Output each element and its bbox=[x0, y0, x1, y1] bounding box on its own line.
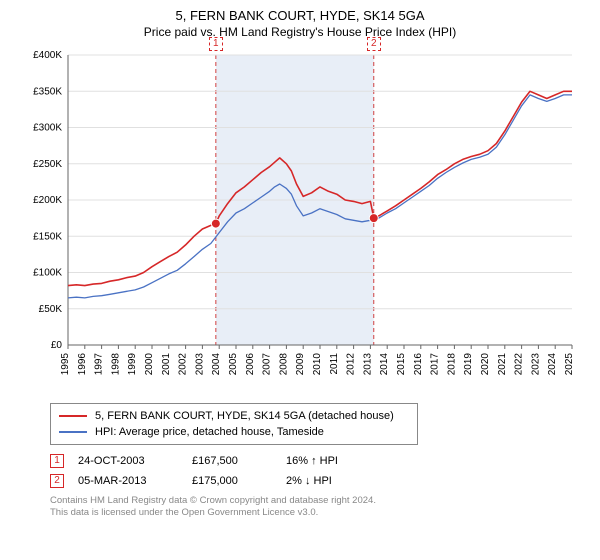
svg-text:2006: 2006 bbox=[245, 352, 256, 375]
page-container: 5, FERN BANK COURT, HYDE, SK14 5GA Price… bbox=[0, 0, 600, 560]
svg-text:£400K: £400K bbox=[33, 50, 62, 61]
svg-text:2021: 2021 bbox=[497, 352, 508, 375]
svg-text:2010: 2010 bbox=[312, 352, 323, 375]
sale-price: £167,500 bbox=[192, 455, 272, 467]
sale-price: £175,000 bbox=[192, 475, 272, 487]
svg-text:2023: 2023 bbox=[530, 352, 541, 375]
svg-text:2002: 2002 bbox=[178, 352, 189, 375]
svg-text:2017: 2017 bbox=[430, 352, 441, 375]
sale-date: 05-MAR-2013 bbox=[78, 475, 178, 487]
svg-text:£300K: £300K bbox=[33, 122, 62, 133]
chart-subtitle: Price paid vs. HM Land Registry's House … bbox=[10, 25, 590, 39]
footer-line-2: This data is licensed under the Open Gov… bbox=[50, 507, 580, 519]
svg-text:2013: 2013 bbox=[362, 352, 373, 375]
svg-text:2012: 2012 bbox=[346, 352, 357, 375]
svg-text:£100K: £100K bbox=[33, 267, 62, 278]
legend-label: 5, FERN BANK COURT, HYDE, SK14 5GA (deta… bbox=[95, 410, 394, 422]
sale-row-1: 1 24-OCT-2003 £167,500 16% ↑ HPI bbox=[50, 451, 580, 471]
sale-callout-2: 2 bbox=[367, 37, 381, 51]
legend-item-hpi: HPI: Average price, detached house, Tame… bbox=[59, 424, 409, 440]
svg-text:1999: 1999 bbox=[127, 352, 138, 375]
svg-text:2011: 2011 bbox=[329, 352, 340, 374]
svg-text:2004: 2004 bbox=[211, 352, 222, 375]
svg-text:2009: 2009 bbox=[295, 352, 306, 375]
svg-text:£350K: £350K bbox=[33, 86, 62, 97]
svg-text:2022: 2022 bbox=[514, 352, 525, 375]
sale-pct: 16% ↑ HPI bbox=[286, 455, 386, 467]
legend: 5, FERN BANK COURT, HYDE, SK14 5GA (deta… bbox=[50, 403, 418, 445]
svg-text:2016: 2016 bbox=[413, 352, 424, 375]
svg-text:2024: 2024 bbox=[547, 352, 558, 375]
svg-text:2007: 2007 bbox=[262, 352, 273, 375]
chart-area: £0 £50K £100K £150K £200K £250K £300K £350K £400… bbox=[20, 45, 580, 395]
svg-text:£150K: £150K bbox=[33, 231, 62, 242]
sale-marker-2: 2 bbox=[50, 474, 64, 488]
legend-label: HPI: Average price, detached house, Tame… bbox=[95, 426, 324, 438]
sale-pct: 2% ↓ HPI bbox=[286, 475, 386, 487]
svg-text:£0: £0 bbox=[51, 340, 63, 351]
chart-title: 5, FERN BANK COURT, HYDE, SK14 5GA bbox=[10, 8, 590, 25]
sale-date: 24-OCT-2003 bbox=[78, 455, 178, 467]
sale-row-2: 2 05-MAR-2013 £175,000 2% ↓ HPI bbox=[50, 471, 580, 491]
footer-line-1: Contains HM Land Registry data © Crown c… bbox=[50, 495, 580, 507]
svg-text:1997: 1997 bbox=[94, 352, 105, 375]
svg-text:2003: 2003 bbox=[194, 352, 205, 375]
svg-text:1996: 1996 bbox=[77, 352, 88, 375]
svg-text:2025: 2025 bbox=[564, 352, 575, 375]
svg-text:£200K: £200K bbox=[33, 195, 62, 206]
sale-marker-1: 1 bbox=[50, 454, 64, 468]
svg-text:2019: 2019 bbox=[463, 352, 474, 375]
svg-text:2014: 2014 bbox=[379, 352, 390, 375]
svg-text:2015: 2015 bbox=[396, 352, 407, 375]
line-chart: £0 £50K £100K £150K £200K £250K £300K £350K £400… bbox=[20, 45, 580, 395]
svg-text:1998: 1998 bbox=[110, 352, 121, 375]
svg-text:£50K: £50K bbox=[39, 304, 63, 315]
svg-text:1995: 1995 bbox=[60, 352, 71, 375]
svg-text:2020: 2020 bbox=[480, 352, 491, 375]
svg-text:2000: 2000 bbox=[144, 352, 155, 375]
sale-table: 1 24-OCT-2003 £167,500 16% ↑ HPI 2 05-MA… bbox=[50, 451, 580, 491]
svg-text:2001: 2001 bbox=[161, 352, 172, 375]
footer-note: Contains HM Land Registry data © Crown c… bbox=[50, 495, 580, 519]
svg-text:2018: 2018 bbox=[446, 352, 457, 375]
sale-callout-1: 1 bbox=[209, 37, 223, 51]
svg-text:£250K: £250K bbox=[33, 159, 62, 170]
svg-text:2008: 2008 bbox=[278, 352, 289, 375]
legend-swatch-property bbox=[59, 415, 87, 417]
legend-item-property: 5, FERN BANK COURT, HYDE, SK14 5GA (deta… bbox=[59, 408, 409, 424]
svg-text:2005: 2005 bbox=[228, 352, 239, 375]
legend-swatch-hpi bbox=[59, 431, 87, 433]
